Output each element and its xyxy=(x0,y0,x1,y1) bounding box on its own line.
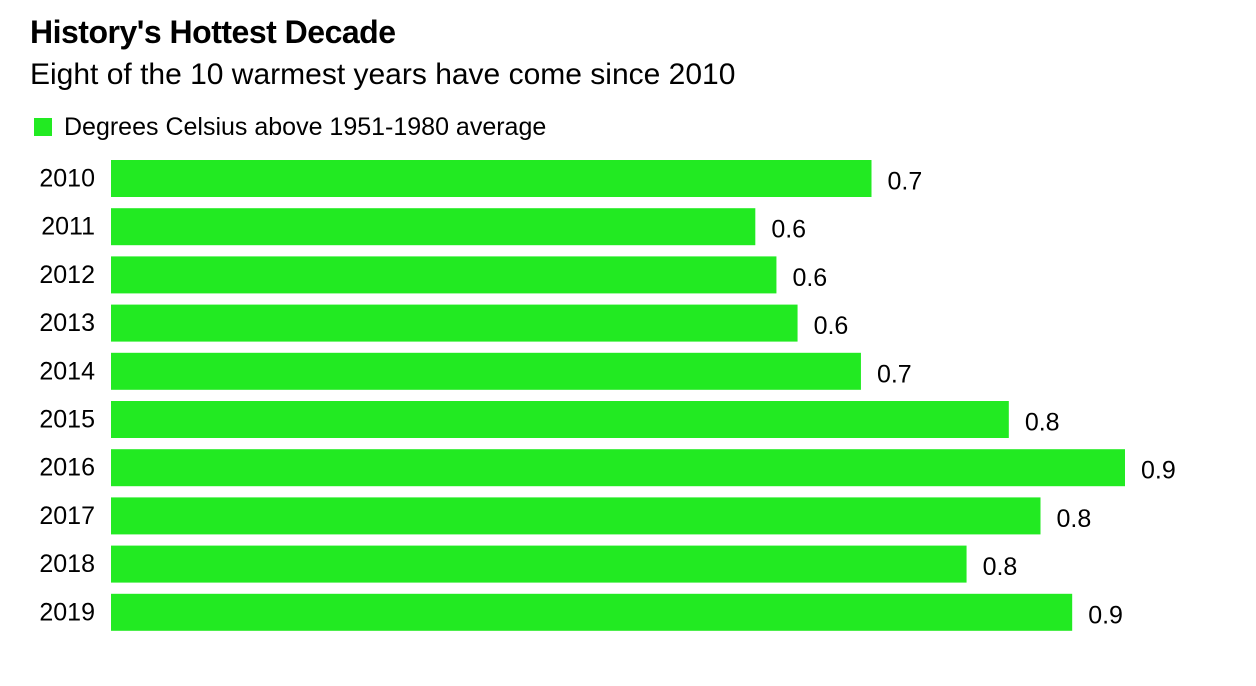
data-label: 0.9 xyxy=(1088,601,1123,629)
category-label: 2017 xyxy=(39,502,95,530)
data-label: 0.8 xyxy=(1057,505,1092,533)
data-label: 0.8 xyxy=(983,553,1018,581)
bar xyxy=(111,401,1009,438)
chart-subtitle: Eight of the 10 warmest years have come … xyxy=(30,58,736,91)
legend: Degrees Celsius above 1951-1980 average xyxy=(34,110,546,144)
category-label: 2010 xyxy=(39,165,95,193)
chart-title: History's Hottest Decade xyxy=(30,14,396,50)
bar xyxy=(111,208,756,246)
legend-swatch xyxy=(34,118,52,136)
bar xyxy=(111,545,967,583)
category-label: 2015 xyxy=(39,406,95,434)
data-label: 0.6 xyxy=(814,312,849,340)
data-label: 0.6 xyxy=(792,264,827,292)
category-label: 2018 xyxy=(39,550,95,578)
bar xyxy=(111,497,1041,535)
data-label: 0.7 xyxy=(888,168,923,196)
bar xyxy=(111,160,872,197)
category-label: 2014 xyxy=(39,357,95,385)
category-label: 2019 xyxy=(39,598,95,626)
bar xyxy=(111,256,777,294)
category-label: 2016 xyxy=(39,454,95,482)
legend-label: Degrees Celsius above 1951-1980 average xyxy=(64,113,547,141)
data-label: 0.9 xyxy=(1141,457,1176,485)
bar xyxy=(111,352,861,390)
bar xyxy=(111,304,798,342)
category-label: 2012 xyxy=(39,261,95,289)
data-label: 0.8 xyxy=(1025,409,1060,437)
category-label: 2013 xyxy=(39,309,95,337)
data-label: 0.6 xyxy=(771,216,806,244)
bar xyxy=(111,593,1073,631)
bar xyxy=(111,449,1125,487)
category-label: 2011 xyxy=(41,213,95,241)
data-label: 0.7 xyxy=(877,360,912,388)
